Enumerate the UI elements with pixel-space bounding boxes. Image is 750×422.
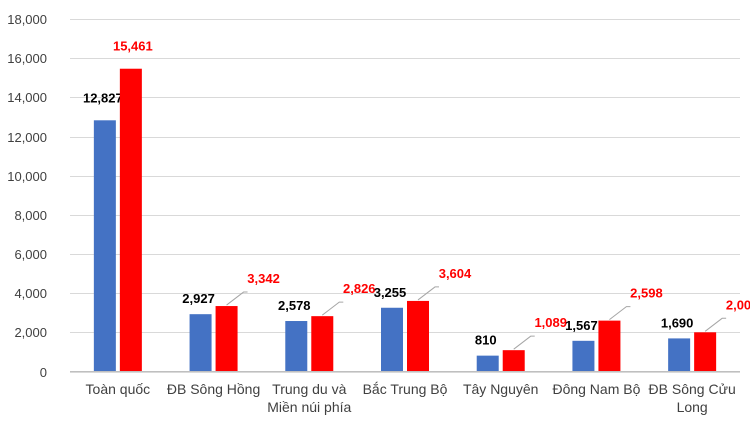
leader-line: [321, 301, 344, 316]
data-label: 2,826: [343, 281, 376, 296]
y-tick-label: 12,000: [7, 130, 47, 145]
y-tick-label: 0: [40, 365, 47, 380]
y-tick-label: 16,000: [7, 51, 47, 66]
bar-series-2: [215, 306, 238, 372]
category-label: Miền núi phía: [267, 399, 351, 415]
data-label: 3,255: [374, 285, 407, 300]
category-label: Long: [677, 399, 708, 415]
y-tick-label: 8,000: [14, 208, 47, 223]
category-label: Trung du và: [272, 381, 346, 397]
bar-series-1: [381, 307, 403, 372]
y-tick-label: 2,000: [14, 325, 47, 340]
data-label: 15,461: [113, 39, 153, 54]
bar-series-2: [407, 300, 429, 372]
y-tick-label: 4,000: [14, 286, 47, 301]
data-label: 2,598: [630, 286, 663, 301]
bar-series-1: [668, 338, 691, 372]
data-label: 2,927: [182, 291, 215, 306]
category-label: Toàn quốc: [86, 381, 151, 397]
data-label: 1,089: [534, 315, 567, 330]
bar-series-1: [189, 314, 212, 372]
category-label: Bắc Trung Bộ: [363, 381, 448, 397]
category-label: ĐB Sông Hồng: [167, 381, 260, 397]
data-label: 2,578: [278, 298, 311, 313]
data-label: 1,567: [565, 318, 598, 333]
bar-series-2: [502, 350, 525, 372]
leader-line: [609, 306, 631, 321]
bar-series-2: [598, 320, 621, 372]
data-label: 12,827: [83, 90, 123, 105]
bar-series-2: [694, 332, 717, 372]
leader-line: [417, 286, 439, 301]
category-label: Đông Nam Bộ: [552, 381, 640, 397]
data-label: 3,342: [247, 271, 280, 286]
bar-series-1: [476, 355, 499, 372]
leader-line: [226, 291, 248, 306]
data-label: 810: [475, 333, 497, 348]
bar-series-1: [285, 321, 308, 372]
bar-series-1: [572, 340, 595, 372]
data-label: 2,002: [726, 297, 750, 312]
bar-series-2: [311, 316, 334, 372]
bar-series-2: [119, 68, 142, 372]
category-label: Tây Nguyên: [463, 381, 538, 397]
bar-series-1: [93, 120, 116, 372]
category-label: ĐB Sông Cửu: [649, 381, 736, 397]
data-label: 1,690: [661, 315, 694, 330]
y-tick-label: 14,000: [7, 90, 47, 105]
y-tick-label: 6,000: [14, 247, 47, 262]
y-tick-label: 18,000: [7, 12, 47, 27]
data-label: 3,604: [439, 266, 472, 281]
y-tick-label: 10,000: [7, 169, 47, 184]
leader-line: [513, 335, 535, 350]
leader-line: [704, 317, 727, 332]
